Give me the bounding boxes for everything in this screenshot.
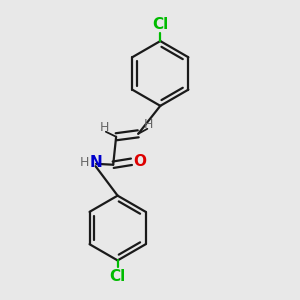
Text: H: H (144, 118, 154, 131)
Text: H: H (100, 122, 109, 134)
Text: O: O (133, 154, 146, 169)
Text: N: N (89, 155, 102, 170)
Text: Cl: Cl (152, 16, 168, 32)
Text: H: H (80, 157, 89, 169)
Text: Cl: Cl (110, 269, 126, 284)
